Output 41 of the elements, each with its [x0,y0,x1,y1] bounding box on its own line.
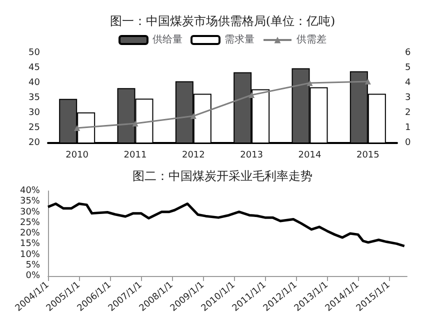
y2-tick-label: 5 [405,63,411,73]
y-tick-label: 5% [26,260,40,270]
x-tick-label: 2015 [356,150,380,160]
point [190,113,196,119]
y-tick-label: 20 [28,138,40,148]
point [132,120,138,126]
y-tick-label: 10% [20,250,40,260]
y-tick-label: 15% [20,239,40,250]
y-tick-label: 50 [28,48,40,58]
x-tick-label: 2010 [66,150,89,160]
y-tick-label: 0% [26,271,40,281]
y2-tick-label: 1 [405,123,411,133]
y2-tick-label: 6 [405,48,411,58]
chart-title: 图一：中国煤炭市场供需格局(单位：亿吨) [110,14,336,28]
y-tick-label: 35% [20,196,40,207]
legend-label: 供给量 [152,34,182,46]
y2-tick-label: 4 [405,78,411,88]
y2-tick-label: 0 [405,138,411,148]
y2-tick-label: 3 [405,93,411,103]
legend-label: 供需差 [296,34,326,46]
y-tick-label: 30 [28,108,40,118]
point [364,78,371,84]
point [74,125,80,131]
legend-label: 需求量 [224,34,254,46]
chart-title: 图二：中国煤炭开采业毛利率走势 [132,169,312,183]
y2-tick-label: 2 [405,108,411,118]
y-tick-label: 25 [28,123,40,133]
y-tick-label: 40% [20,186,40,196]
x-tick-label: 2013 [240,150,264,160]
x-tick-label: 2012 [182,150,205,160]
line-series [46,202,406,248]
point [306,80,313,86]
y-tick-label: 35 [28,93,40,103]
x-tick-label: 2014 [298,150,322,160]
y-tick-label: 40 [28,78,40,88]
y-tick-label: 20% [20,228,40,238]
point [248,92,255,98]
y-tick-label: 30% [20,207,40,218]
y-tick-label: 25% [20,218,40,228]
x-tick-label: 2011 [124,150,147,160]
y-tick-label: 45 [28,63,40,73]
